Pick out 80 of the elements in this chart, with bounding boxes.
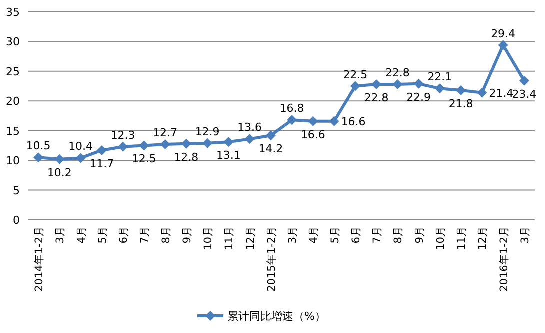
- data-label: 12.9: [195, 125, 220, 138]
- data-label: 13.1: [216, 149, 241, 162]
- y-tick-label: 35: [6, 6, 20, 19]
- data-label: 16.6: [300, 128, 326, 142]
- y-tick-label: 10: [6, 154, 20, 168]
- x-tick-label: 10月: [202, 226, 215, 250]
- point: [160, 140, 170, 150]
- data-label: 13.6: [238, 121, 262, 134]
- y-tick-label: 5: [13, 184, 20, 198]
- data-label: 22.9: [406, 90, 432, 104]
- y-tick-label: 15: [6, 124, 20, 138]
- x-tick-label: 7月: [372, 226, 384, 244]
- y-tick-label: 25: [6, 65, 20, 78]
- x-tick-label: 9月: [414, 226, 426, 244]
- point: [202, 138, 213, 148]
- x-tick-label: 3月: [519, 226, 532, 244]
- data-label: 21.4: [489, 86, 514, 100]
- x-tick-label: 7月: [139, 226, 152, 244]
- point: [519, 76, 530, 86]
- x-tick-label: 5月: [96, 226, 109, 244]
- x-tick-label: 3月: [287, 226, 300, 244]
- data-label: 10.5: [26, 140, 51, 153]
- x-tick-label: 11月: [224, 226, 236, 250]
- point: [477, 88, 488, 98]
- data-label: 16.6: [341, 115, 366, 128]
- x-tick-label: 11月: [456, 226, 468, 250]
- point: [287, 115, 298, 126]
- x-tick-label: 9月: [181, 226, 194, 244]
- point: [244, 134, 255, 144]
- data-label: 12.7: [153, 126, 178, 140]
- x-tick-label: 4月: [76, 226, 88, 244]
- x-tick-label: 10月: [434, 226, 447, 250]
- point: [54, 154, 65, 164]
- point: [34, 152, 44, 163]
- point: [224, 137, 234, 148]
- y-tick-label: 20: [6, 95, 20, 108]
- point: [329, 116, 340, 126]
- data-label: 14.2: [258, 142, 284, 156]
- data-label: 23.4: [512, 88, 537, 101]
- point: [308, 116, 318, 126]
- point: [434, 84, 445, 94]
- data-label: 16.8: [280, 102, 304, 116]
- data-label: 12.5: [132, 152, 156, 166]
- x-tick-label: 8月: [160, 226, 172, 244]
- data-label: 12.8: [174, 150, 199, 164]
- data-label: 10.4: [68, 140, 94, 154]
- data-label: 22.8: [385, 66, 410, 80]
- x-tick-label: 8月: [392, 226, 405, 244]
- x-tick-label: 12月: [244, 226, 257, 250]
- y-tick-label: 30: [6, 36, 20, 49]
- x-tick-label: 4月: [308, 226, 320, 244]
- y-tick-label: 0: [13, 214, 20, 227]
- point: [498, 40, 508, 50]
- point: [96, 145, 107, 156]
- data-label: 22.1: [428, 70, 452, 84]
- x-tick-label: 3月: [54, 226, 67, 244]
- x-tick-label: 5月: [329, 226, 342, 244]
- legend-label: 累计同比增速（%）: [228, 310, 326, 323]
- point: [139, 140, 150, 151]
- point: [350, 81, 360, 92]
- point: [118, 142, 128, 152]
- x-tick-label: 2015年1-2月: [266, 226, 278, 292]
- data-label: 22.8: [364, 92, 389, 105]
- x-tick-label: 6月: [118, 226, 130, 244]
- x-tick-label: 2016年1-2月: [498, 226, 510, 292]
- x-tick-label: 2014年1-2月: [34, 226, 46, 292]
- point: [414, 78, 424, 89]
- point: [456, 85, 466, 96]
- x-tick-label: 6月: [350, 226, 362, 244]
- point: [181, 138, 192, 149]
- data-label: 11.7: [90, 157, 114, 170]
- point: [266, 130, 276, 141]
- data-label: 12.3: [110, 128, 136, 142]
- data-label: 22.5: [343, 68, 368, 82]
- x-tick-label: 12月: [477, 226, 490, 250]
- point: [392, 80, 403, 90]
- data-label: 29.4: [491, 27, 516, 40]
- data-label: 10.2: [47, 166, 72, 180]
- data-label: 21.8: [448, 97, 474, 110]
- point: [76, 153, 86, 164]
